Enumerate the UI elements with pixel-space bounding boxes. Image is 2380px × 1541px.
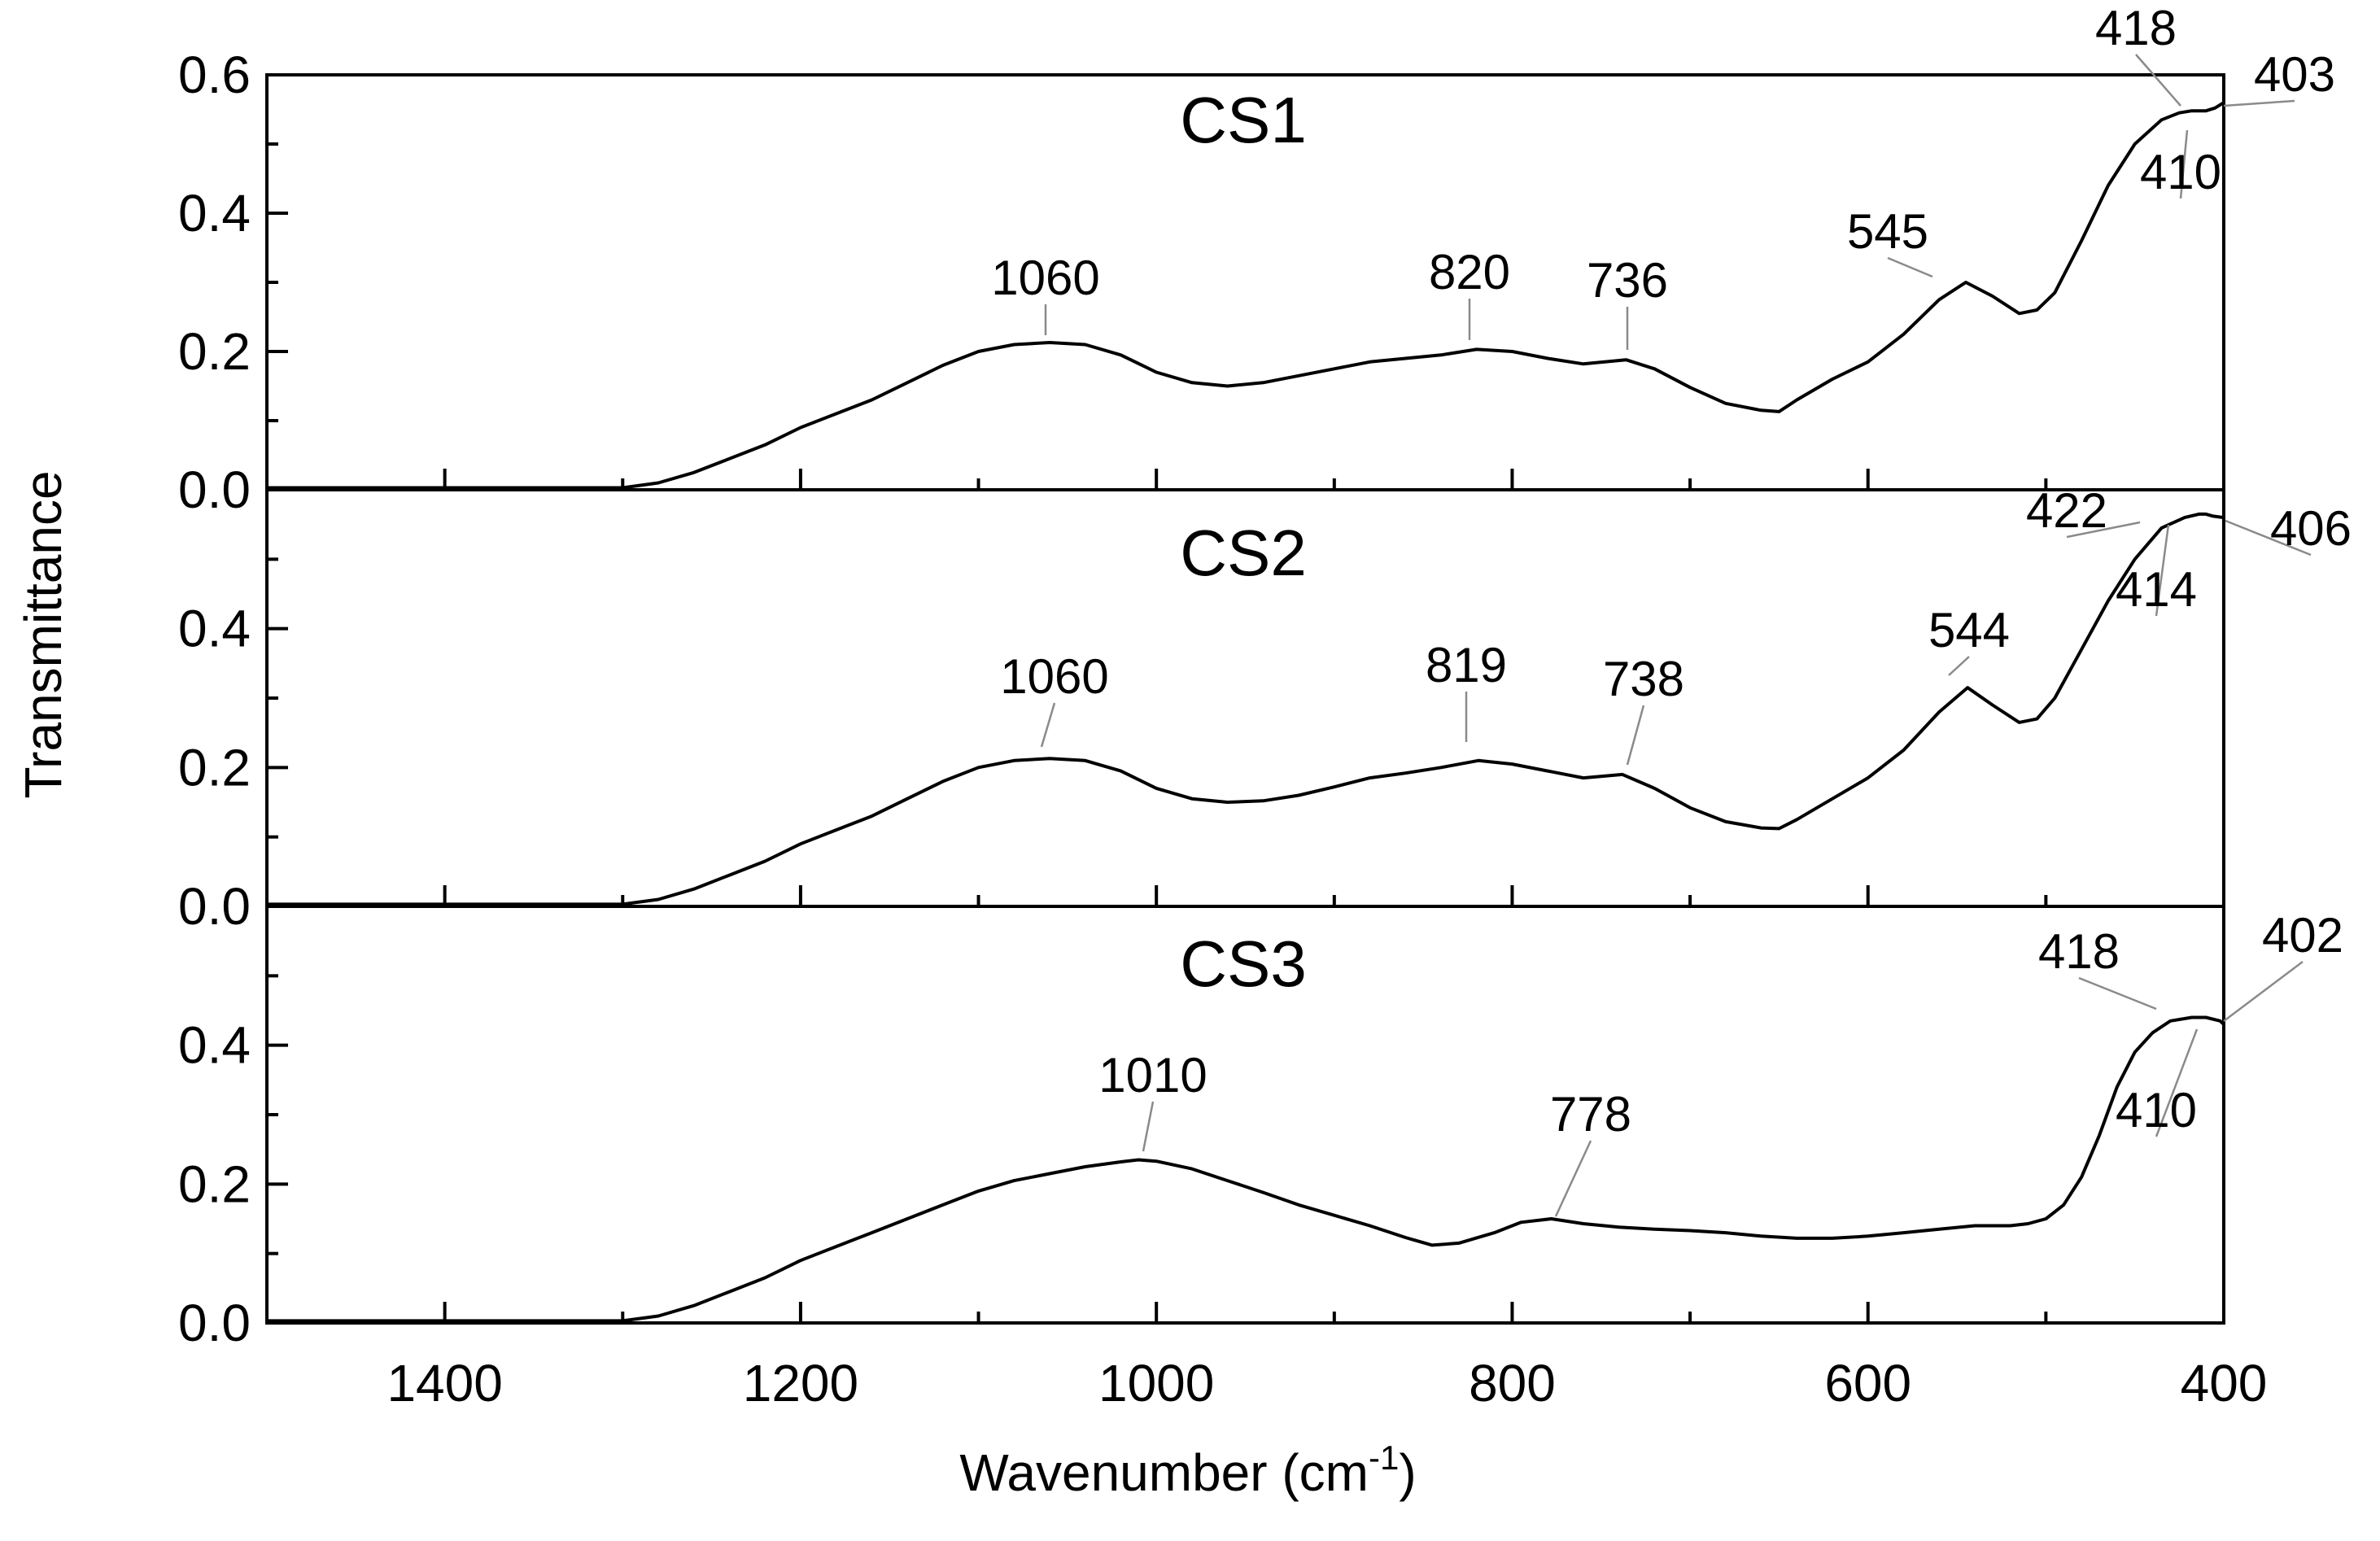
- peak-leader-line: [2155, 1028, 2199, 1137]
- peak-label: 544: [1928, 603, 2010, 657]
- peak-leader-line: [2179, 129, 2189, 199]
- y-tick-label: 0.6: [178, 46, 251, 104]
- peak-leader-line: [2135, 54, 2181, 107]
- y-axis-label: Transmittance: [14, 470, 72, 798]
- peak-label: 819: [1426, 638, 1507, 692]
- panel-title: CS2: [1180, 517, 1307, 589]
- peak-leader-line: [1887, 256, 1933, 278]
- panel-title: CS1: [1180, 84, 1307, 156]
- peak-label: 402: [2262, 908, 2343, 963]
- x-tick-label: 800: [1469, 1354, 1556, 1412]
- peak-label: 778: [1550, 1087, 1631, 1142]
- y-tick-label: 0.0: [178, 461, 251, 519]
- peak-label: 414: [2116, 562, 2197, 617]
- y-tick-label: 0.4: [178, 184, 251, 242]
- series-line-cs2: [267, 512, 2225, 906]
- peak-label: 820: [1429, 245, 1510, 299]
- peak-label: 410: [2140, 145, 2221, 199]
- y-tick-label: 0.2: [178, 322, 251, 381]
- peak-label: 403: [2254, 47, 2335, 102]
- peak-label: 545: [1847, 204, 1928, 259]
- peak-leader-line: [2225, 519, 2312, 557]
- peak-label: 418: [2095, 1, 2177, 55]
- x-axis-label-close: ): [1399, 1443, 1416, 1502]
- y-tick-label: 0.4: [178, 1016, 251, 1075]
- x-tick-label: 1000: [1098, 1354, 1214, 1412]
- peak-label: 406: [2270, 501, 2352, 556]
- peak-label: 1060: [991, 251, 1099, 305]
- series-line-cs1: [267, 101, 2225, 490]
- peak-leader-line: [2066, 521, 2141, 539]
- series-line-cs3: [267, 1015, 2225, 1323]
- peak-leader-line: [2223, 99, 2295, 107]
- peak-leader-line: [1554, 1140, 1592, 1217]
- x-tick-label: 400: [2181, 1354, 2268, 1412]
- x-tick-label: 600: [1824, 1354, 1911, 1412]
- peak-label: 422: [2026, 483, 2107, 538]
- y-tick-label: 0.4: [178, 600, 251, 658]
- y-tick-label: 0.2: [178, 738, 251, 797]
- y-tick-label: 0.0: [178, 1294, 251, 1352]
- peak-label: 736: [1587, 253, 1668, 308]
- x-tick-label: 1400: [386, 1354, 502, 1412]
- panel-cs3: 0.0 0.2 0.4 CS3 1010 778 418 410 402: [178, 905, 2343, 1352]
- x-axis: 1400 1200 1000 800 600 400: [386, 1354, 2267, 1412]
- panel-cs1: 0.0 0.2 0.4 0.6 CS1 1060 820 736 545 418 410 403: [178, 1, 2335, 519]
- peak-leader-line: [2155, 524, 2170, 617]
- peak-label: 738: [1603, 652, 1684, 706]
- peak-leader-line: [1626, 705, 1645, 766]
- x-axis-label: Wavenumber (cm-1): [959, 1438, 1416, 1502]
- peak-leader-line: [2078, 976, 2157, 1011]
- peak-label: 418: [2038, 924, 2120, 979]
- peak-leader-line: [2223, 961, 2304, 1022]
- peak-leader-line: [1040, 702, 1056, 748]
- x-axis-label-text: Wavenumber (cm: [959, 1443, 1369, 1502]
- y-tick-label: 0.0: [178, 877, 251, 936]
- peak-label: 410: [2116, 1083, 2197, 1137]
- peak-label: 1010: [1098, 1048, 1207, 1102]
- x-tick-label: 1200: [743, 1354, 858, 1412]
- y-tick-label: 0.2: [178, 1155, 251, 1213]
- x-axis-label-superscript: -1: [1369, 1438, 1399, 1477]
- peak-leader-line: [1948, 656, 1970, 676]
- peak-label: 1060: [1000, 649, 1108, 704]
- peak-leader-line: [1142, 1101, 1155, 1152]
- panel-title: CS3: [1180, 928, 1307, 1000]
